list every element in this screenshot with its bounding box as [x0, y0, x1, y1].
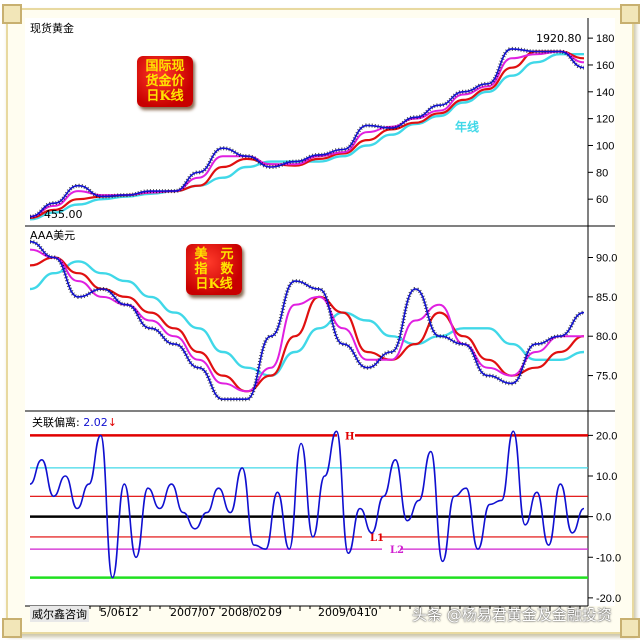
- series-ma-mid-line: [29, 256, 585, 393]
- watermark: 头条 @杨易君黄金及金融投资: [412, 606, 612, 624]
- badge-line: 日K线: [146, 89, 184, 104]
- year-line-label: 年线: [455, 120, 480, 134]
- x-axis-label: 2009/0410: [318, 606, 378, 619]
- dollar-badge: 美 元 指 数 日K线: [186, 244, 242, 295]
- indicator-title: 关联偏离: 2.02↓: [32, 414, 117, 430]
- y-tick-label: 60: [596, 194, 608, 206]
- series-price-line: [29, 240, 585, 401]
- y-tick-label: 75.0: [596, 371, 617, 383]
- badge-line: 日K线: [195, 277, 233, 292]
- dollar-panel-title: AAA美元: [30, 229, 76, 242]
- x-axis-label: 09: [268, 606, 282, 619]
- gold-high-label: 1920.80: [536, 32, 582, 45]
- y-tick-label: 80.0: [596, 331, 617, 343]
- y-tick-label: 100: [596, 140, 614, 152]
- series-price-line: [29, 48, 585, 218]
- corner-ornament-icon: [620, 618, 640, 638]
- badge-line: 美 元: [194, 247, 234, 262]
- plot-background: [25, 18, 615, 606]
- y-tick-label: 120: [596, 114, 614, 126]
- corner-ornament-icon: [620, 4, 640, 24]
- reference-label-bg: [382, 543, 400, 556]
- x-axis-label: 2008/02: [221, 606, 267, 619]
- y-tick-label: 20.0: [596, 430, 617, 442]
- y-tick-label: -10.0: [596, 552, 621, 564]
- x-axis-label-source: 威尔鑫咨询: [30, 606, 89, 622]
- y-tick-label: 10.0: [596, 471, 617, 483]
- down-arrow-icon: ↓: [107, 416, 117, 429]
- x-axis-label: 5/0612: [100, 606, 139, 619]
- badge-line: 货金价: [145, 74, 185, 89]
- series-price-line: [29, 430, 585, 579]
- y-tick-label: 140: [596, 87, 614, 99]
- y-tick-label: 80: [596, 167, 608, 179]
- x-axis-label: 2007/07: [170, 606, 216, 619]
- reference-line-label: L2: [390, 545, 404, 556]
- badge-line: 国际现: [145, 59, 185, 74]
- reference-label-bg: [362, 530, 380, 543]
- reference-line-label: L1: [370, 533, 384, 544]
- gold-badge: 国际现 货金价 日K线: [137, 56, 193, 107]
- gold-panel-title: 现货黄金: [30, 22, 74, 35]
- series-year-line-line: [29, 260, 585, 377]
- y-tick-label: 180: [596, 33, 614, 45]
- gold-low-label: 455.00: [44, 208, 83, 221]
- y-tick-label: 160: [596, 60, 614, 72]
- badge-line: 指 数: [194, 262, 234, 277]
- y-tick-label: 0.0: [596, 512, 611, 524]
- reference-line-label: H: [345, 431, 354, 442]
- y-tick-label: 85.0: [596, 292, 617, 304]
- indicator-name: 关联偏离:: [32, 416, 80, 429]
- y-tick-label: 90.0: [596, 252, 617, 264]
- indicator-value: 2.02: [83, 416, 108, 429]
- corner-ornament-icon: [2, 618, 22, 638]
- reference-label-bg: [337, 429, 355, 442]
- y-tick-label: -20.0: [596, 593, 621, 605]
- corner-ornament-icon: [2, 4, 22, 24]
